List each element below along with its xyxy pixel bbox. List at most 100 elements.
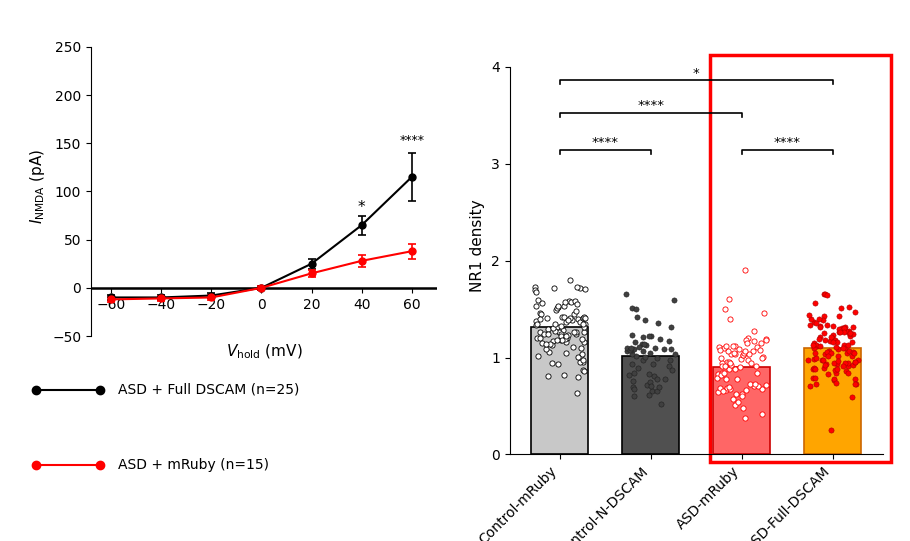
Point — [570, 388, 584, 397]
Point — [554, 332, 569, 341]
Point — [803, 320, 817, 329]
Point — [620, 344, 634, 353]
Point — [531, 351, 545, 360]
Point — [630, 312, 644, 321]
Point — [533, 309, 548, 318]
Point — [576, 338, 591, 346]
Point — [830, 338, 844, 346]
Point — [540, 314, 554, 322]
Point — [732, 345, 746, 354]
Point — [568, 297, 582, 306]
Point — [551, 303, 565, 312]
Point — [541, 372, 556, 380]
Point — [723, 358, 738, 367]
Bar — [622, 355, 679, 454]
Point — [808, 364, 823, 373]
Point — [558, 334, 572, 343]
Point — [735, 390, 750, 399]
Point — [756, 309, 771, 318]
Point — [814, 355, 829, 364]
Point — [736, 349, 751, 358]
Point — [532, 315, 547, 324]
Point — [840, 348, 854, 357]
Point — [813, 332, 827, 341]
Bar — [713, 367, 770, 454]
Point — [830, 360, 844, 368]
Point — [662, 337, 676, 345]
Point — [827, 366, 842, 375]
Point — [576, 366, 591, 374]
Point — [530, 302, 544, 311]
Point — [805, 374, 820, 382]
Point — [562, 275, 577, 284]
Text: ****: **** — [592, 136, 619, 149]
Point — [847, 380, 862, 388]
Point — [826, 375, 841, 384]
Point — [565, 316, 580, 325]
Point — [569, 307, 583, 315]
Point — [739, 385, 753, 394]
Point — [817, 361, 832, 370]
Point — [622, 346, 637, 354]
Point — [738, 414, 753, 423]
Point — [619, 289, 633, 298]
Point — [528, 282, 542, 291]
Point — [728, 401, 743, 410]
Point — [807, 349, 822, 358]
Point — [542, 339, 557, 348]
Point — [537, 330, 551, 339]
Point — [545, 359, 560, 368]
Point — [825, 338, 840, 346]
Point — [713, 384, 728, 392]
Point — [829, 368, 844, 377]
Point — [576, 328, 591, 337]
Point — [720, 358, 734, 366]
Point — [819, 321, 834, 329]
Point — [818, 290, 833, 299]
Point — [714, 371, 729, 380]
Point — [553, 329, 568, 338]
Text: ****: **** — [637, 100, 664, 113]
Point — [625, 346, 640, 354]
Point — [570, 283, 584, 292]
Point — [650, 353, 664, 362]
Point — [807, 344, 822, 353]
Point — [551, 301, 565, 310]
Point — [650, 387, 664, 395]
Point — [824, 333, 838, 342]
Point — [812, 314, 826, 323]
Point — [578, 313, 592, 322]
Point — [560, 334, 574, 342]
Point — [839, 367, 854, 375]
Point — [624, 344, 639, 353]
Point — [714, 368, 729, 377]
Point — [849, 380, 864, 388]
Point — [549, 306, 563, 314]
Point — [823, 337, 837, 345]
Point — [566, 328, 581, 337]
Point — [571, 314, 586, 323]
Point — [846, 347, 861, 356]
Point — [824, 349, 838, 358]
Text: ****: **** — [399, 134, 424, 147]
Point — [559, 318, 573, 327]
Bar — [804, 348, 861, 454]
Point — [548, 327, 562, 335]
Point — [722, 294, 736, 303]
Point — [806, 364, 821, 373]
Point — [739, 335, 753, 344]
Point — [845, 330, 860, 339]
Point — [735, 404, 750, 412]
Point — [653, 400, 668, 408]
Point — [622, 371, 636, 380]
Point — [820, 291, 834, 300]
Point — [836, 324, 851, 332]
Point — [734, 392, 749, 400]
Point — [541, 330, 555, 339]
Point — [569, 328, 583, 337]
Point — [809, 380, 824, 388]
Point — [825, 331, 840, 340]
Point — [725, 394, 740, 403]
Point — [559, 338, 573, 346]
Point — [550, 335, 564, 344]
